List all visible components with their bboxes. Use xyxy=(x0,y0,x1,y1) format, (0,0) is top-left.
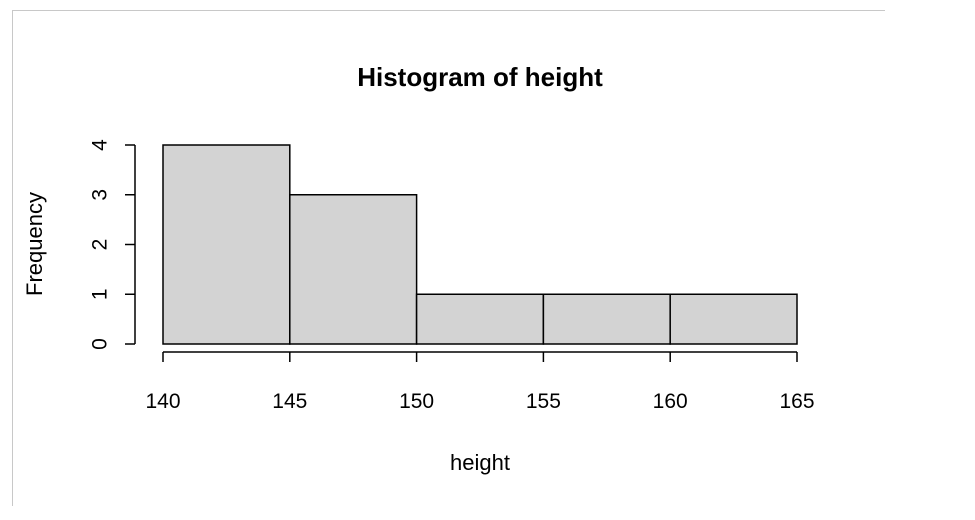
histogram-bar xyxy=(289,194,418,345)
y-tick-label: 0 xyxy=(89,338,112,350)
x-tick-label: 160 xyxy=(653,390,688,413)
histogram-bar xyxy=(415,293,545,345)
bars-group xyxy=(162,144,798,345)
x-axis: 140 145 150 155 160 165 xyxy=(145,351,815,413)
y-axis-label: Frequency xyxy=(22,192,47,296)
y-tick-label: 3 xyxy=(89,189,112,201)
histogram-bar xyxy=(669,293,798,345)
chart-title: Histogram of height xyxy=(357,62,603,92)
y-tick-label: 4 xyxy=(89,139,112,151)
x-tick-label: 155 xyxy=(526,390,561,413)
plot-frame xyxy=(12,10,885,506)
histogram-bar xyxy=(542,293,671,345)
y-tick-label: 2 xyxy=(89,239,112,251)
x-tick-label: 165 xyxy=(779,390,814,413)
y-tick-label: 1 xyxy=(89,288,112,300)
histogram-bar xyxy=(162,144,291,345)
x-axis-label: height xyxy=(450,450,510,475)
y-axis: 0 1 2 3 4 xyxy=(89,139,136,350)
x-tick-label: 145 xyxy=(272,390,307,413)
x-tick-label: 150 xyxy=(399,390,434,413)
x-tick-label: 140 xyxy=(145,390,180,413)
